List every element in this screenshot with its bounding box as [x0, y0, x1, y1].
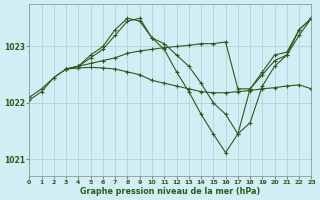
- X-axis label: Graphe pression niveau de la mer (hPa): Graphe pression niveau de la mer (hPa): [80, 187, 260, 196]
